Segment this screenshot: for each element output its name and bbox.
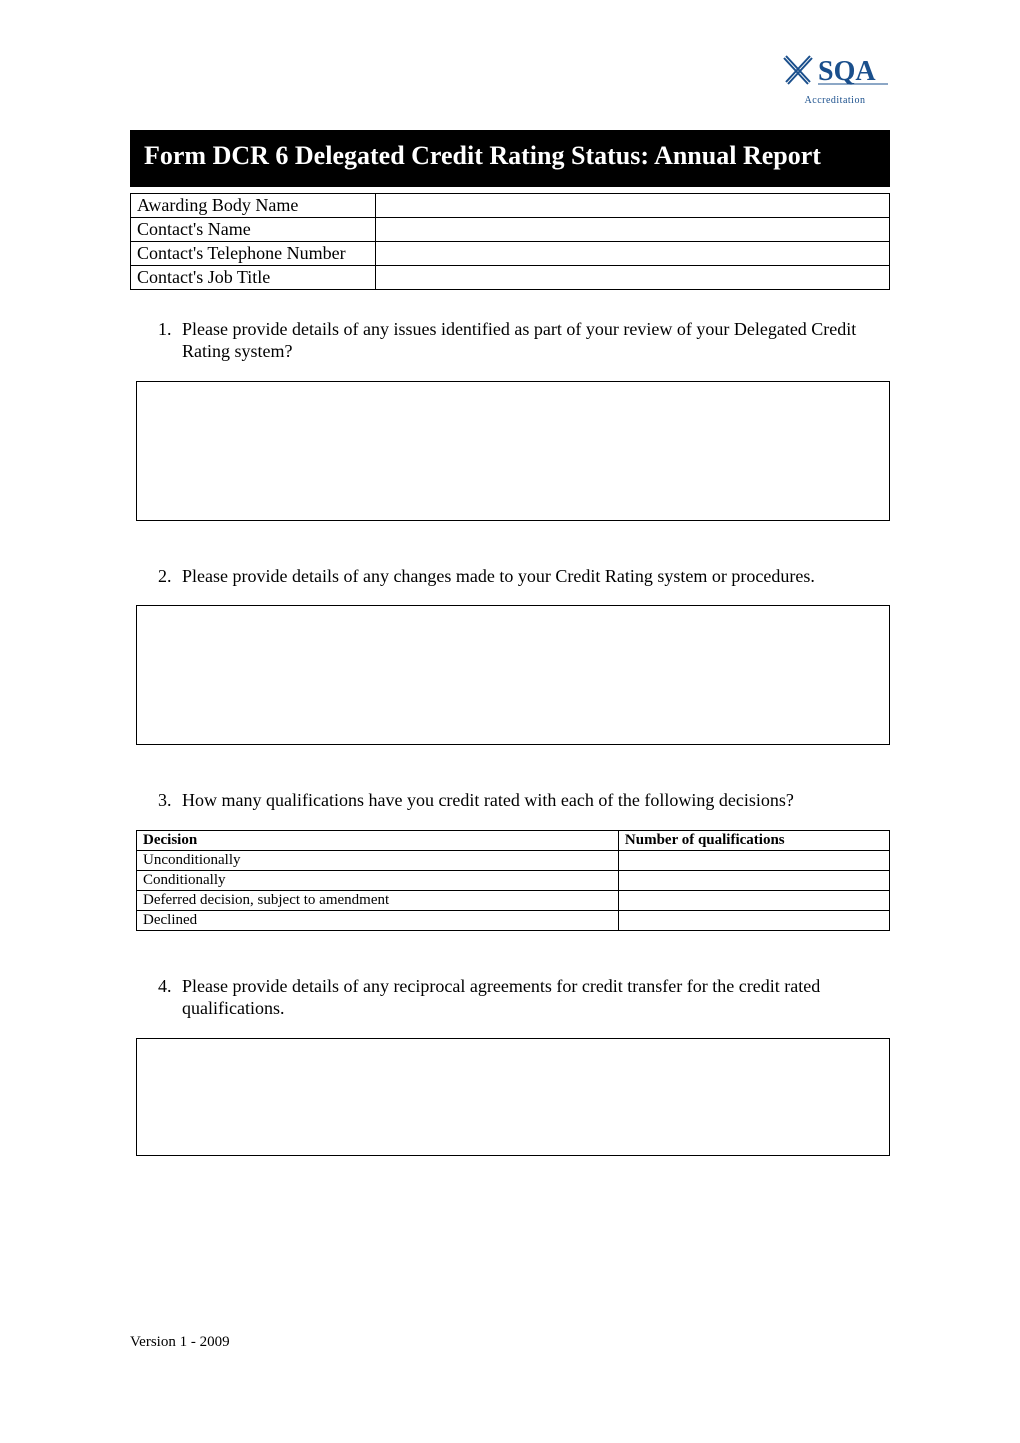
table-row: Awarding Body Name — [131, 193, 890, 217]
questions-list: Please provide details of any issues ide… — [130, 318, 890, 1156]
footer-version: Version 1 - 2009 — [130, 1334, 230, 1351]
number-header: Number of qualifications — [618, 830, 889, 850]
question-text: How many qualifications have you credit … — [182, 789, 890, 812]
table-row: Conditionally — [137, 870, 890, 890]
answer-box-1[interactable] — [136, 381, 890, 521]
number-cell[interactable] — [618, 870, 889, 890]
contact-table: Awarding Body Name Contact's Name Contac… — [130, 193, 890, 290]
decision-header: Decision — [137, 830, 619, 850]
answer-box-4[interactable] — [136, 1038, 890, 1156]
question-text: Please provide details of any reciprocal… — [182, 975, 890, 1020]
number-cell[interactable] — [618, 890, 889, 910]
table-row: Deferred decision, subject to amendment — [137, 890, 890, 910]
question-2: Please provide details of any changes ma… — [176, 565, 890, 746]
contact-label: Awarding Body Name — [131, 193, 376, 217]
logo: SQA Accreditation — [780, 48, 890, 106]
table-row: Contact's Name — [131, 217, 890, 241]
number-cell[interactable] — [618, 910, 889, 930]
contact-value[interactable] — [376, 217, 890, 241]
table-row: Contact's Telephone Number — [131, 241, 890, 265]
contact-value[interactable] — [376, 265, 890, 289]
question-3: How many qualifications have you credit … — [176, 789, 890, 931]
logo-subtext: Accreditation — [780, 95, 890, 106]
decision-cell: Deferred decision, subject to amendment — [137, 890, 619, 910]
contact-label: Contact's Job Title — [131, 265, 376, 289]
question-text: Please provide details of any changes ma… — [182, 565, 890, 588]
decision-cell: Declined — [137, 910, 619, 930]
decision-cell: Unconditionally — [137, 850, 619, 870]
contact-label: Contact's Name — [131, 217, 376, 241]
contact-value[interactable] — [376, 193, 890, 217]
table-row: Contact's Job Title — [131, 265, 890, 289]
table-header-row: Decision Number of qualifications — [137, 830, 890, 850]
answer-box-2[interactable] — [136, 605, 890, 745]
contact-label: Contact's Telephone Number — [131, 241, 376, 265]
sqa-logo-icon: SQA — [780, 48, 890, 92]
decision-table: Decision Number of qualifications Uncond… — [136, 830, 890, 931]
question-1: Please provide details of any issues ide… — [176, 318, 890, 521]
question-text: Please provide details of any issues ide… — [182, 318, 890, 363]
number-cell[interactable] — [618, 850, 889, 870]
contact-value[interactable] — [376, 241, 890, 265]
table-row: Unconditionally — [137, 850, 890, 870]
question-4: Please provide details of any reciprocal… — [176, 975, 890, 1156]
form-title: Form DCR 6 Delegated Credit Rating Statu… — [130, 130, 890, 187]
logo-text: SQA — [818, 56, 876, 87]
table-row: Declined — [137, 910, 890, 930]
decision-cell: Conditionally — [137, 870, 619, 890]
